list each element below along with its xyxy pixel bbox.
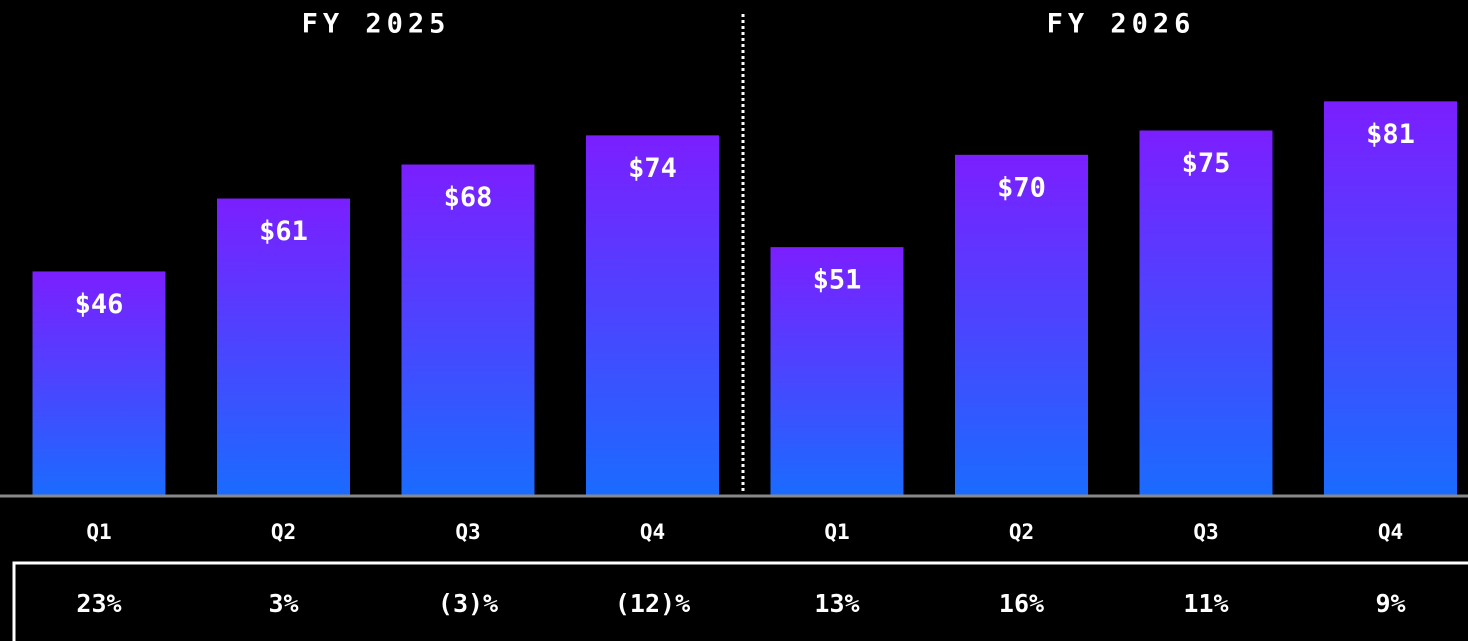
group-label: FY 2025 xyxy=(302,9,451,40)
growth-box xyxy=(12,561,1468,641)
value-label: $70 xyxy=(997,172,1046,203)
value-label: $46 xyxy=(75,289,124,320)
growth-label: (3)% xyxy=(438,589,498,618)
bar xyxy=(770,247,904,495)
growth-label: 16% xyxy=(999,589,1044,618)
value-label: $68 xyxy=(444,182,493,213)
bar xyxy=(955,154,1088,496)
x-tick-label: Q1 xyxy=(86,520,111,544)
growth-label: 9% xyxy=(1375,589,1405,618)
x-tick-label: Q2 xyxy=(1009,520,1034,544)
group-label: FY 2026 xyxy=(1047,9,1196,40)
value-label: $81 xyxy=(1366,119,1415,150)
bar xyxy=(401,164,535,495)
growth-label: 3% xyxy=(268,589,298,618)
x-tick-label: Q2 xyxy=(271,520,296,544)
growth-label: 11% xyxy=(1183,589,1228,618)
x-tick-label: Q3 xyxy=(1193,520,1218,544)
bar xyxy=(1139,130,1273,495)
value-label: $51 xyxy=(813,265,862,296)
bar xyxy=(1324,101,1457,495)
x-tick-label: Q3 xyxy=(455,520,480,544)
growth-label: (12)% xyxy=(615,589,690,618)
value-label: $74 xyxy=(628,153,677,184)
bar xyxy=(217,198,350,496)
value-label: $61 xyxy=(259,216,308,247)
bar xyxy=(32,271,166,495)
x-tick-label: Q4 xyxy=(640,520,665,544)
growth-label: 23% xyxy=(76,589,121,618)
growth-label: 13% xyxy=(814,589,859,618)
x-tick-label: Q1 xyxy=(824,520,849,544)
bar xyxy=(586,135,719,496)
value-label: $75 xyxy=(1182,148,1231,179)
x-tick-label: Q4 xyxy=(1378,520,1403,544)
